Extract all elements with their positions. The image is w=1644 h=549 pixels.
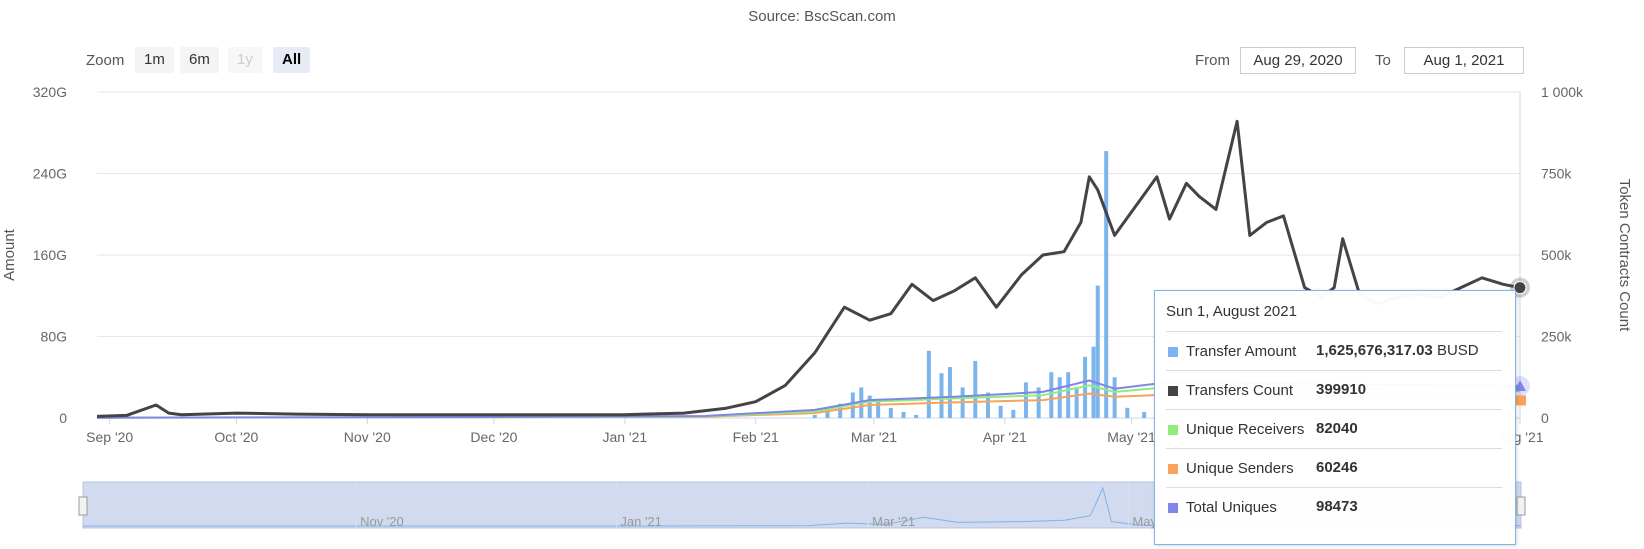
- y-tick-label: 80G: [41, 329, 67, 345]
- y2-tick-label: 1 000k: [1541, 84, 1584, 100]
- y2-tick-label: 250k: [1541, 329, 1572, 345]
- tooltip-series-value: 98473: [1316, 498, 1358, 515]
- x-tick-label: Apr '21: [983, 429, 1027, 445]
- tooltip-row: Unique Receivers 82040: [1166, 409, 1502, 448]
- tooltip-date: Sun 1, August 2021: [1166, 303, 1297, 320]
- zoom-1m-button[interactable]: 1m: [135, 47, 174, 73]
- transfer-amount-bar: [825, 409, 830, 418]
- tooltip-series-name: Transfer Amount: [1186, 343, 1297, 360]
- transfer-amount-bar: [973, 360, 978, 418]
- transfers-count-line: [96, 119, 1521, 418]
- transfer-amount-bar: [867, 395, 872, 418]
- transfer-amount-bar: [1049, 372, 1054, 418]
- tooltip-swatch: [1168, 347, 1178, 357]
- x-tick-label: Feb '21: [733, 429, 779, 445]
- transfer-amount-bar: [947, 367, 952, 418]
- y-tick-label: 0: [59, 410, 67, 426]
- transfer-amount-bar: [1083, 356, 1088, 418]
- tooltip-series-name: Unique Senders: [1186, 460, 1294, 477]
- x-tick-label: Oct '20: [214, 429, 258, 445]
- zoom-label: Zoom: [86, 52, 125, 69]
- transfer-amount-bar: [926, 350, 931, 418]
- y-tick-label: 240G: [33, 166, 67, 182]
- navigator-right-handle: [1516, 496, 1526, 516]
- tooltip-swatch: [1168, 503, 1178, 513]
- y-axis-title: Amount: [1, 228, 18, 281]
- transfer-amount-bar: [1142, 411, 1147, 418]
- y2-axis-title: Token Contracts Count: [1616, 179, 1633, 332]
- transfer-amount-bar: [1036, 387, 1041, 418]
- tooltip-series-name: Unique Receivers: [1186, 421, 1305, 438]
- y2-tick-label: 0: [1541, 410, 1549, 426]
- transfer-amount-bar: [1104, 151, 1109, 418]
- tooltip-series-value: 82040: [1316, 420, 1358, 437]
- navigator-tick-label: Mar '21: [872, 514, 915, 529]
- tooltip-series-name: Transfers Count: [1186, 382, 1293, 399]
- navigator-tick-label: May: [1132, 514, 1157, 529]
- total-uniques-line: [96, 379, 1521, 419]
- unique-senders-hover-marker: [1514, 395, 1526, 406]
- transfer-amount-bar: [1011, 409, 1016, 418]
- x-tick-label: Nov '20: [344, 429, 391, 445]
- range-to-input[interactable]: Aug 1, 2021: [1404, 47, 1524, 74]
- tooltip-swatch: [1168, 464, 1178, 474]
- transfer-amount-bar: [939, 373, 944, 418]
- tooltip-series-value: 1,625,676,317.03 BUSD: [1316, 342, 1479, 359]
- tooltip-series-name: Total Uniques: [1186, 499, 1277, 516]
- y2-tick-label: 500k: [1541, 247, 1572, 263]
- zoom-1y-button[interactable]: 1y: [228, 47, 262, 73]
- transfer-amount-bar: [901, 411, 906, 418]
- transfer-amount-bar: [1074, 387, 1079, 418]
- tooltip-row: Transfers Count 399910: [1166, 370, 1502, 409]
- zoom-6m-button[interactable]: 6m: [180, 47, 219, 73]
- transfer-amount-bar: [998, 405, 1003, 418]
- tooltip-value-number: 1,625,676,317.03: [1316, 342, 1433, 359]
- total-uniques-hover-marker: [1514, 380, 1526, 392]
- zoom-all-button[interactable]: All: [273, 47, 311, 73]
- transfers-count-hover-marker: [1513, 281, 1527, 295]
- tooltip-swatch: [1168, 386, 1178, 396]
- y-tick-label: 160G: [33, 247, 67, 263]
- y2-tick-label: 750k: [1541, 166, 1572, 182]
- navigator-left-handle: [78, 496, 88, 516]
- x-tick-label: May '21: [1107, 429, 1156, 445]
- x-tick-label: Sep '20: [86, 429, 133, 445]
- transfer-amount-bar: [1066, 372, 1071, 418]
- tooltip-row: Transfer Amount 1,625,676,317.03 BUSD: [1166, 331, 1502, 370]
- transfer-amount-bar: [985, 392, 990, 418]
- transfer-amount-bar: [838, 403, 843, 418]
- range-from-input[interactable]: Aug 29, 2020: [1240, 47, 1356, 74]
- navigator-tick-label: Nov '20: [360, 514, 404, 529]
- transfer-amount-bar: [876, 399, 881, 418]
- transfer-amount-bar: [888, 407, 893, 418]
- range-to-label: To: [1375, 52, 1391, 69]
- chart-subtitle: Source: BscScan.com: [748, 8, 896, 25]
- tooltip-swatch: [1168, 425, 1178, 435]
- x-tick-label: Jan '21: [602, 429, 647, 445]
- transfer-amount-bar: [1095, 285, 1100, 418]
- transfer-amount-bar: [914, 414, 919, 418]
- navigator-series-line: [83, 486, 1522, 527]
- tooltip-row: Total Uniques 98473: [1166, 487, 1502, 526]
- transfer-amount-bar: [1125, 407, 1130, 418]
- x-tick-label: Dec '20: [470, 429, 517, 445]
- range-from-label: From: [1195, 52, 1230, 69]
- tooltip: Sun 1, August 2021 Transfer Amount 1,625…: [1154, 290, 1516, 545]
- tooltip-value-unit: BUSD: [1436, 342, 1479, 359]
- x-tick-label: Mar '21: [851, 429, 897, 445]
- transfer-amount-bar: [812, 414, 817, 418]
- tooltip-series-value: 399910: [1316, 381, 1367, 398]
- tooltip-series-value: 60246: [1316, 459, 1358, 476]
- navigator-tick-label: Jan '21: [620, 514, 662, 529]
- y-tick-label: 320G: [33, 84, 67, 100]
- tooltip-row: Unique Senders 60246: [1166, 448, 1502, 487]
